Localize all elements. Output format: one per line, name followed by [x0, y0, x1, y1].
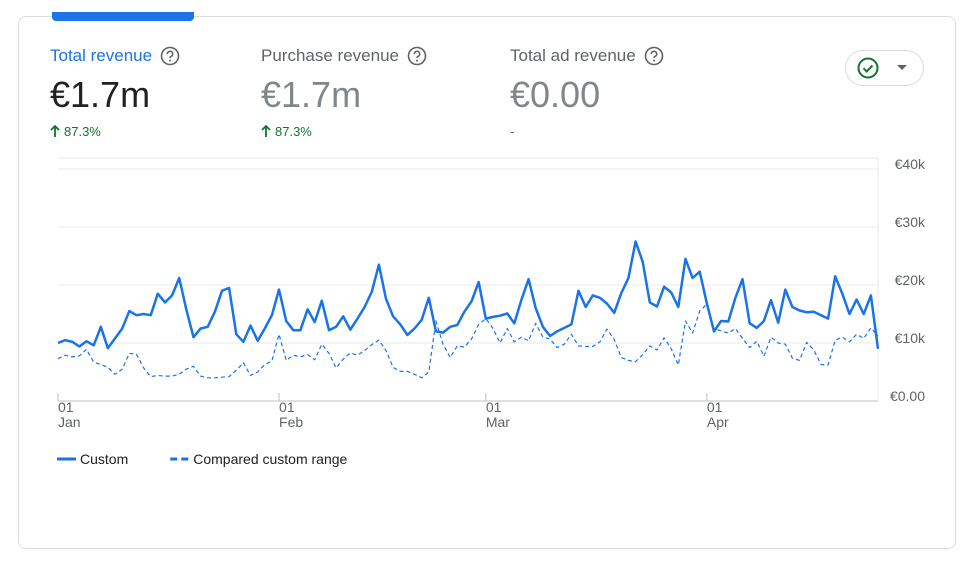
- y-tick-label: €0.00: [890, 388, 925, 404]
- series-line: [57, 303, 879, 379]
- x-tick-month: Apr: [707, 414, 729, 430]
- tab-title: Purchase revenue: [261, 46, 399, 65]
- status-icons: [857, 57, 907, 79]
- metric-tab[interactable]: Purchase revenue €1.7m 87.3%: [261, 44, 427, 139]
- x-tick-label: 01: [486, 399, 502, 415]
- tab-title: Total revenue: [50, 46, 153, 65]
- status-dropdown[interactable]: [845, 50, 924, 86]
- tab-title: Total ad revenue: [510, 46, 636, 65]
- x-tick-label: 01: [707, 399, 723, 415]
- y-tick-label: €10k: [895, 330, 926, 346]
- x-tick-month: Mar: [486, 414, 510, 430]
- up-arrow: [50, 125, 60, 137]
- active-tab-indicator: [52, 12, 194, 21]
- tab-change: 87.3%: [64, 123, 101, 139]
- y-tick-label: €20k: [895, 272, 926, 288]
- legend-label: Custom: [80, 451, 128, 467]
- card: [18, 16, 956, 549]
- up-arrow: [261, 125, 271, 137]
- tab-change: -: [510, 123, 515, 139]
- y-tick-label: €30k: [895, 214, 926, 230]
- series-line: [57, 240, 880, 350]
- metric-tab[interactable]: Total revenue €1.7m 87.3%: [50, 44, 180, 139]
- tab-value: €1.7m: [50, 74, 151, 115]
- legend-label: Compared custom range: [193, 451, 347, 467]
- tab-change: 87.3%: [275, 123, 312, 139]
- x-tick-label: 01: [279, 399, 295, 415]
- metric-tab[interactable]: Total ad revenue €0.00 -: [510, 44, 664, 139]
- tab-value: €0.00: [510, 74, 601, 115]
- y-tick-label: €40k: [895, 156, 926, 172]
- x-tick-month: Feb: [279, 414, 303, 430]
- help-icon[interactable]: [160, 46, 180, 66]
- help-icon[interactable]: [644, 46, 664, 66]
- x-tick-label: 01: [58, 399, 74, 415]
- help-icon[interactable]: [407, 46, 427, 66]
- tab-value: €1.7m: [261, 74, 362, 115]
- x-tick-month: Jan: [58, 414, 81, 430]
